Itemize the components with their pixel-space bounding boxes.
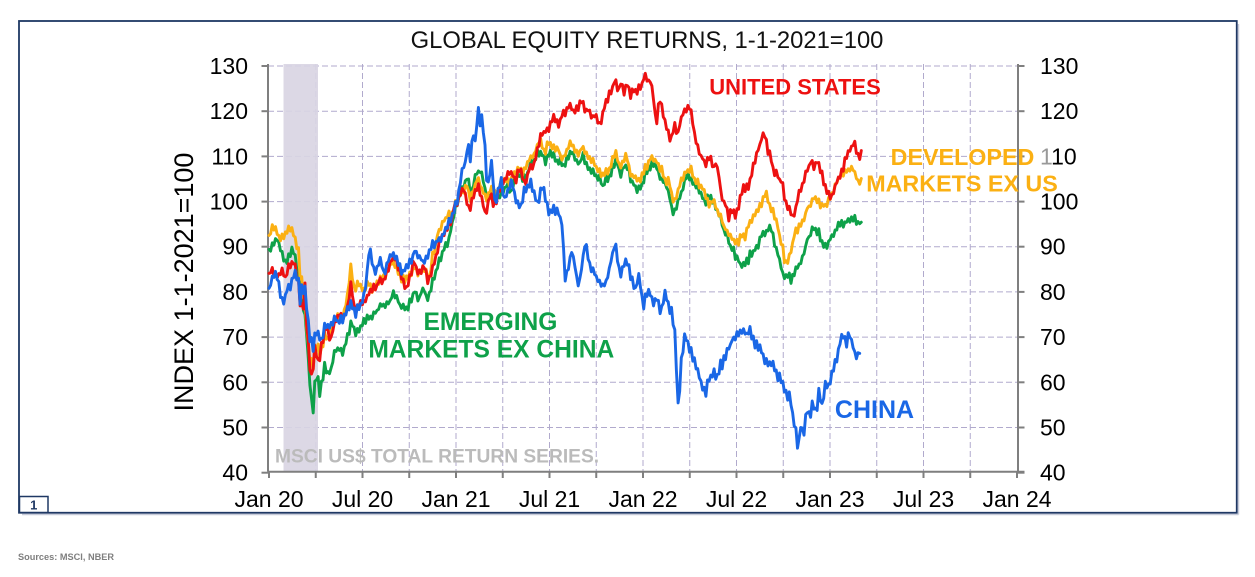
svg-text:80: 80 (222, 279, 248, 305)
svg-text:Jan 24: Jan 24 (982, 486, 1051, 512)
svg-text:Jul 23: Jul 23 (893, 486, 954, 512)
svg-text:60: 60 (1040, 369, 1066, 395)
svg-text:MARKETS EX CHINA: MARKETS EX CHINA (368, 337, 614, 364)
svg-text:Jul 21: Jul 21 (519, 486, 580, 512)
svg-text:Jan 21: Jan 21 (421, 486, 490, 512)
svg-text:130: 130 (1040, 53, 1078, 79)
svg-text:CHINA: CHINA (835, 396, 914, 424)
svg-text:50: 50 (1040, 415, 1066, 441)
svg-text:130: 130 (210, 53, 248, 79)
svg-text:Jul 22: Jul 22 (706, 486, 767, 512)
svg-text:120: 120 (210, 98, 248, 124)
svg-text:EMERGING: EMERGING (424, 309, 558, 336)
svg-text:DEVELOPED: DEVELOPED (891, 144, 1035, 170)
svg-text:50: 50 (222, 415, 248, 441)
svg-text:110: 110 (211, 143, 248, 169)
svg-text:1: 1 (30, 498, 37, 513)
svg-text:Jan 22: Jan 22 (608, 486, 677, 512)
svg-text:MSCI US$ TOTAL RETURN SERIES.: MSCI US$ TOTAL RETURN SERIES. (275, 447, 599, 468)
svg-text:70: 70 (222, 324, 248, 350)
svg-text:60: 60 (222, 369, 248, 395)
svg-text:UNITED STATES: UNITED STATES (709, 75, 881, 100)
svg-text:Jan 23: Jan 23 (795, 486, 864, 512)
svg-text:70: 70 (1040, 324, 1066, 350)
svg-text:Jul 20: Jul 20 (332, 486, 393, 512)
svg-text:120: 120 (1040, 98, 1078, 124)
svg-text:GLOBAL EQUITY RETURNS, 1-1-202: GLOBAL EQUITY RETURNS, 1-1-2021=100 (411, 27, 884, 54)
svg-text:Jan 20: Jan 20 (234, 486, 303, 512)
svg-text:Sources: MSCI, NBER: Sources: MSCI, NBER (18, 552, 114, 562)
svg-text:INDEX 1-1-2021=100: INDEX 1-1-2021=100 (169, 153, 199, 412)
svg-text:110: 110 (1040, 143, 1077, 169)
svg-text:90: 90 (1040, 234, 1066, 260)
svg-text:100: 100 (1040, 189, 1078, 215)
svg-text:40: 40 (1040, 460, 1066, 486)
svg-text:100: 100 (210, 189, 248, 215)
svg-text:40: 40 (222, 460, 248, 486)
svg-text:80: 80 (1040, 279, 1066, 305)
svg-text:MARKETS EX US: MARKETS EX US (866, 170, 1058, 196)
svg-text:90: 90 (222, 234, 248, 260)
